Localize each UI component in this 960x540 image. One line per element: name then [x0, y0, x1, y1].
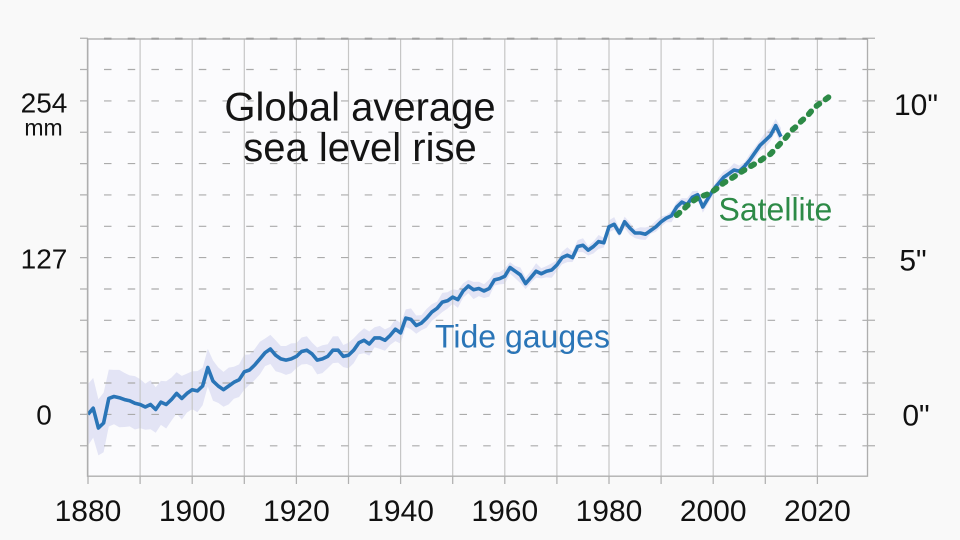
svg-text:254: 254: [21, 87, 68, 118]
svg-text:2000: 2000: [680, 495, 747, 528]
svg-text:1980: 1980: [576, 495, 643, 528]
svg-text:10": 10": [894, 89, 938, 122]
svg-text:0: 0: [36, 399, 52, 430]
svg-text:5": 5": [899, 245, 926, 278]
svg-text:0": 0": [902, 400, 929, 433]
svg-text:127: 127: [21, 243, 68, 274]
svg-text:1880: 1880: [55, 495, 122, 528]
svg-text:1900: 1900: [159, 495, 226, 528]
svg-text:1960: 1960: [471, 495, 538, 528]
svg-text:sea level rise: sea level rise: [243, 126, 476, 170]
svg-text:1920: 1920: [263, 495, 330, 528]
svg-text:Tide gauges: Tide gauges: [435, 319, 610, 355]
svg-text:2020: 2020: [784, 495, 851, 528]
svg-text:Satellite: Satellite: [719, 192, 833, 228]
svg-text:Global average: Global average: [224, 86, 495, 130]
svg-text:1940: 1940: [367, 495, 434, 528]
svg-text:mm: mm: [24, 115, 62, 141]
